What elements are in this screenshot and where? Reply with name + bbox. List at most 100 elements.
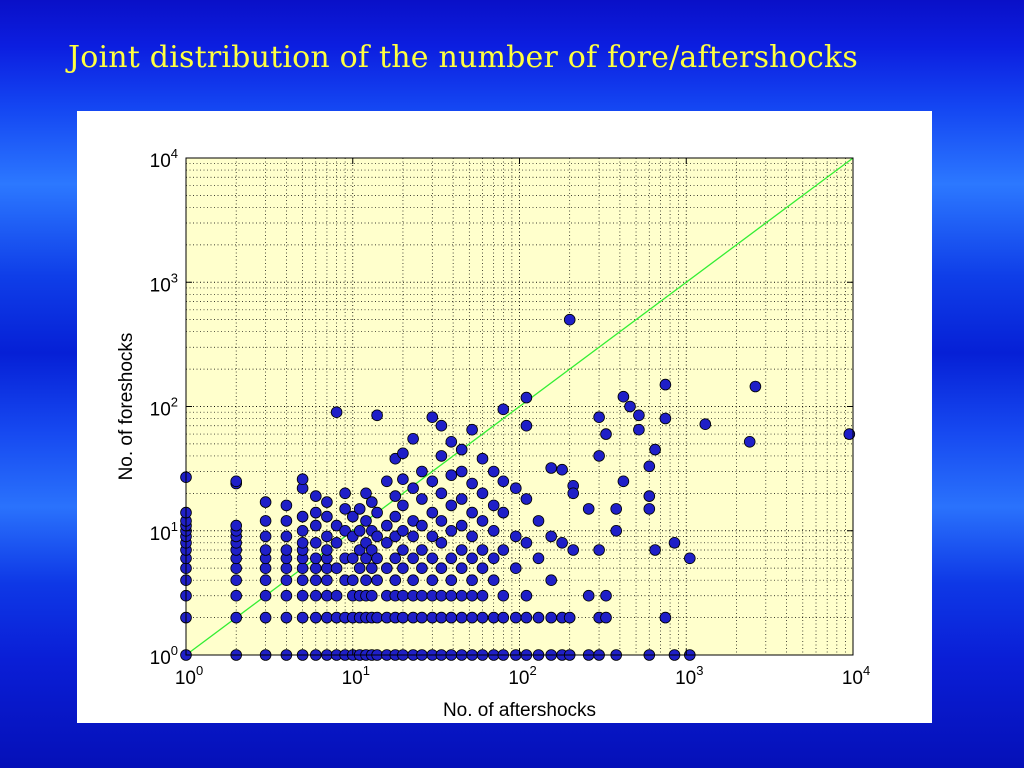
data-point: [353, 562, 366, 575]
data-point: [426, 574, 439, 587]
data-point: [330, 536, 343, 549]
data-point: [617, 390, 630, 403]
data-point: [259, 589, 272, 602]
data-point: [520, 611, 533, 624]
data-point: [371, 611, 383, 624]
data-point: [497, 475, 510, 488]
data-point: [567, 544, 580, 556]
data-point: [455, 443, 468, 456]
data-point: [476, 515, 489, 527]
y-tick-label: 103: [150, 270, 178, 296]
data-point: [582, 503, 595, 515]
data-point: [455, 589, 468, 602]
slide-title: Joint distribution of the number of fore…: [68, 40, 858, 75]
data-point: [643, 490, 656, 502]
data-point: [397, 473, 409, 486]
data-point: [487, 465, 500, 478]
data-point: [455, 544, 468, 556]
data-point: [330, 519, 343, 532]
data-point: [416, 589, 428, 602]
data-point: [532, 611, 545, 624]
data-point: [296, 473, 309, 486]
data-point: [360, 487, 372, 500]
data-point: [435, 589, 448, 602]
data-point: [416, 493, 428, 505]
data-point: [649, 443, 661, 456]
data-point: [397, 562, 409, 575]
data-point: [360, 515, 372, 527]
data-point: [310, 536, 322, 549]
data-point: [610, 503, 622, 515]
data-point: [407, 574, 419, 587]
data-point: [407, 482, 419, 495]
data-point: [435, 515, 448, 527]
data-point: [280, 515, 293, 527]
y-tick-label: 100: [150, 643, 178, 669]
data-point: [600, 611, 612, 624]
data-point: [445, 589, 458, 602]
data-point: [310, 490, 322, 502]
data-point: [520, 493, 533, 505]
data-point: [487, 499, 500, 512]
data-point: [389, 552, 402, 565]
data-point: [659, 378, 672, 391]
data-point: [593, 544, 605, 556]
data-point: [466, 611, 478, 624]
data-point: [371, 506, 383, 519]
data-point: [563, 313, 576, 326]
data-point: [259, 544, 272, 556]
data-point: [466, 552, 478, 565]
data-point: [497, 589, 510, 602]
data-point: [321, 562, 333, 575]
data-point: [445, 499, 458, 512]
data-point: [593, 411, 605, 424]
x-tick-label: 100: [175, 663, 203, 689]
data-point: [346, 510, 359, 523]
data-point: [280, 562, 293, 575]
data-point: [321, 530, 333, 543]
data-point: [435, 611, 448, 624]
data-point: [487, 552, 500, 565]
data-point: [230, 475, 243, 488]
data-point: [371, 574, 383, 587]
data-point: [582, 589, 595, 602]
data-point: [407, 515, 419, 527]
data-point: [310, 519, 322, 532]
data-point: [407, 432, 419, 445]
reference-line-y-equals-x: [185, 157, 854, 656]
data-point: [497, 544, 510, 556]
data-point: [532, 552, 545, 565]
data-point: [296, 510, 309, 523]
data-point: [476, 487, 489, 500]
data-point: [600, 589, 612, 602]
data-point: [397, 544, 409, 556]
data-point: [445, 469, 458, 482]
data-point: [435, 487, 448, 500]
data-point: [426, 475, 439, 488]
data-point: [749, 380, 762, 393]
data-point: [365, 589, 378, 602]
data-point: [259, 562, 272, 575]
data-point: [497, 506, 510, 519]
data-point: [259, 574, 272, 587]
data-point: [296, 611, 309, 624]
scatter-chart: 100 101 102 103 104 100 101 102 103 104 No. of af…: [116, 146, 870, 721]
data-point: [743, 435, 756, 448]
data-point: [593, 450, 605, 462]
data-point: [556, 463, 568, 476]
data-point: [321, 574, 333, 587]
data-point: [321, 611, 333, 624]
data-point: [416, 519, 428, 532]
data-point: [668, 536, 681, 549]
data-point: [509, 482, 522, 495]
data-point: [259, 496, 272, 508]
data-point: [321, 496, 333, 508]
data-point: [643, 503, 656, 515]
data-point: [339, 503, 351, 515]
data-point: [310, 611, 322, 624]
data-point: [455, 519, 468, 532]
data-point: [617, 475, 630, 488]
y-tick-label: 101: [150, 519, 178, 545]
data-point: [346, 552, 359, 565]
data-point: [280, 611, 293, 624]
